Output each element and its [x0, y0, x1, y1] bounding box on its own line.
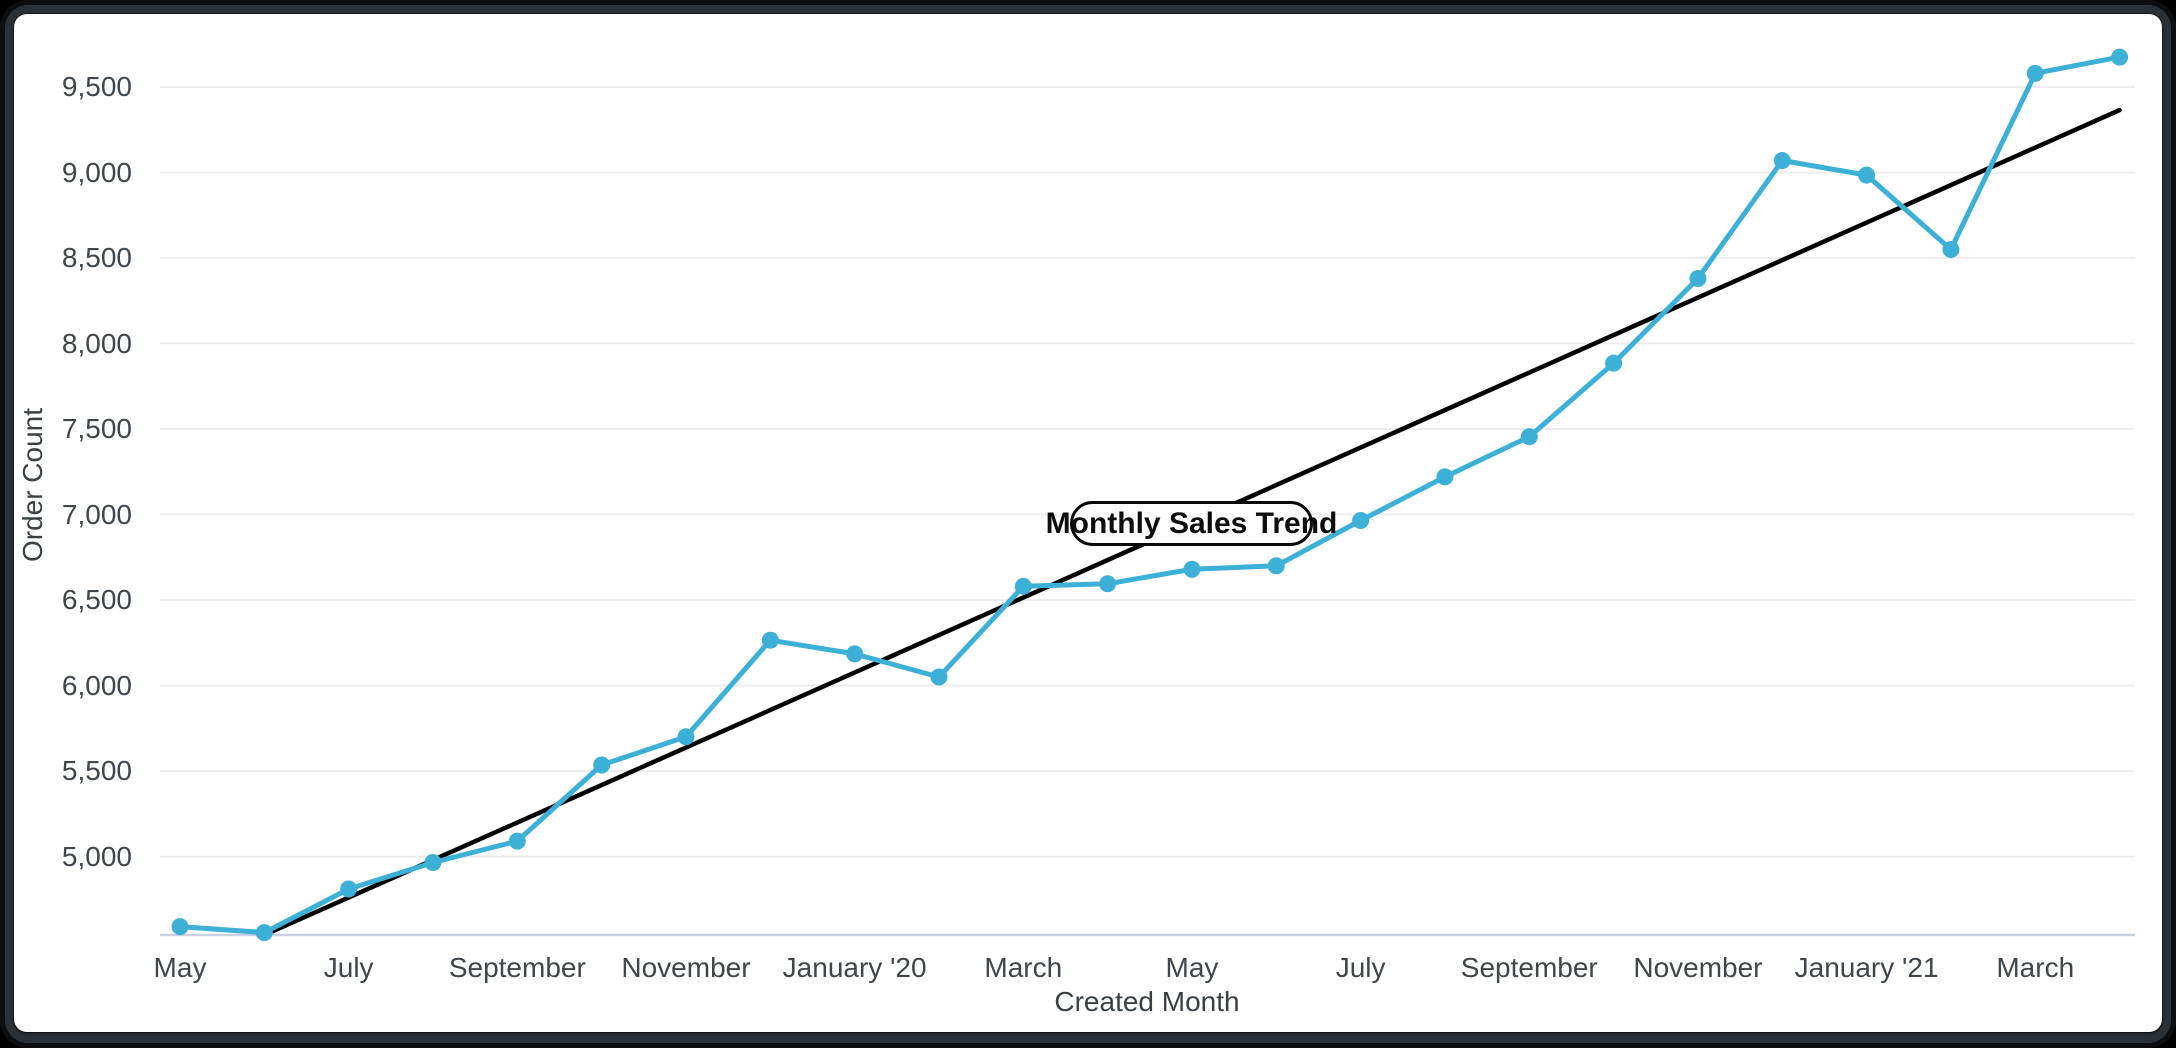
y-tick-label: 5,500	[61, 755, 132, 786]
data-point-marker[interactable]	[2111, 48, 2129, 66]
x-tick-label: November	[621, 952, 751, 983]
x-tick-label: January '21	[1794, 952, 1939, 983]
data-point-marker[interactable]	[508, 832, 526, 850]
x-tick-label: May	[153, 952, 207, 983]
data-point-marker[interactable]	[1520, 428, 1538, 446]
data-point-marker[interactable]	[255, 924, 273, 942]
x-tick-label: September	[448, 952, 586, 983]
y-tick-label: 6,500	[61, 584, 132, 615]
data-point-marker[interactable]	[1267, 557, 1285, 575]
y-tick-label: 7,000	[61, 498, 132, 530]
data-point-marker[interactable]	[846, 645, 864, 663]
x-tick-label: November	[1633, 952, 1763, 983]
series-line	[177, 54, 2123, 936]
y-tick-label: 7,500	[61, 413, 132, 444]
data-point-marker[interactable]	[424, 853, 442, 871]
data-point-marker[interactable]	[1352, 511, 1370, 529]
data-point-marker[interactable]	[1099, 575, 1117, 593]
x-tick-label: March	[984, 952, 1063, 983]
data-point-marker[interactable]	[2026, 64, 2044, 82]
data-point-marker[interactable]	[761, 631, 779, 649]
x-tick-label: July	[1335, 952, 1386, 983]
y-tick-label: 5,000	[61, 840, 132, 872]
y-tick-label: 8,000	[61, 327, 132, 359]
x-tick-label: May	[1165, 952, 1219, 983]
data-point-marker[interactable]	[340, 880, 358, 898]
data-point-marker[interactable]	[677, 728, 695, 746]
data-point-marker[interactable]	[1942, 240, 1960, 258]
data-point-marker[interactable]	[1773, 152, 1791, 170]
x-tick-label: January '20	[782, 952, 927, 983]
x-tick-label: March	[1996, 952, 2075, 983]
x-axis-title: Created Month	[1054, 986, 1240, 1017]
y-tick-label: 8,500	[61, 242, 132, 273]
y-tick-label: 6,000	[61, 669, 132, 701]
trend-annotation-label: Monthly Sales Trend	[1045, 506, 1338, 540]
data-point-marker[interactable]	[1436, 468, 1454, 486]
data-point-marker[interactable]	[1014, 577, 1032, 595]
x-tick-label: September	[1460, 952, 1598, 983]
data-point-marker[interactable]	[1605, 354, 1623, 372]
y-tick-label: 9,000	[61, 156, 132, 188]
data-point-marker[interactable]	[171, 918, 189, 936]
data-point-marker[interactable]	[930, 668, 948, 686]
data-point-marker[interactable]	[1183, 560, 1201, 578]
data-point-marker[interactable]	[1858, 166, 1876, 184]
trend-annotation-pill: Monthly Sales Trend	[1046, 501, 1337, 546]
data-point-marker[interactable]	[1689, 270, 1707, 288]
data-point-marker[interactable]	[593, 756, 611, 774]
y-tick-label: 9,500	[61, 71, 132, 102]
x-tick-label: July	[323, 952, 374, 983]
